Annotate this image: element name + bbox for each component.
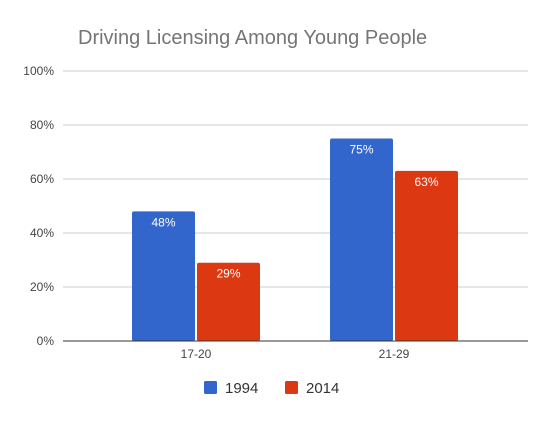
- legend[interactable]: 1994 2014: [204, 380, 339, 397]
- y-tick-label: 0%: [37, 334, 55, 348]
- data-label: 75%: [349, 143, 373, 157]
- chart-title: Driving Licensing Among Young People: [78, 27, 427, 49]
- y-tick-label: 80%: [30, 118, 54, 132]
- legend-label: 1994: [225, 380, 258, 397]
- data-label: 63%: [414, 175, 438, 189]
- data-label: 29%: [216, 267, 240, 281]
- y-tick-label: 100%: [23, 64, 54, 78]
- legend-item-1994[interactable]: 1994: [204, 380, 258, 397]
- y-tick-label: 40%: [30, 226, 54, 240]
- y-axis-ticks: 0% 20% 40% 60% 80% 100%: [23, 64, 54, 348]
- bar-2014-17-20[interactable]: [197, 262, 260, 341]
- bar-1994-21-29[interactable]: [330, 138, 393, 342]
- data-labels: 48% 29% 75% 63%: [151, 143, 438, 281]
- bar-1994-17-20[interactable]: [132, 211, 195, 341]
- y-tick-label: 20%: [30, 280, 54, 294]
- data-label: 48%: [151, 215, 175, 229]
- x-category-label: 21-29: [379, 347, 410, 361]
- bar-2014-21-29[interactable]: [395, 170, 458, 341]
- legend-label: 2014: [306, 380, 339, 397]
- y-tick-label: 60%: [30, 172, 54, 186]
- legend-swatch: [285, 381, 298, 394]
- bars: [132, 138, 458, 342]
- legend-item-2014[interactable]: 2014: [285, 380, 339, 397]
- legend-swatch: [204, 381, 217, 394]
- x-axis-categories: 17-20 21-29: [181, 347, 410, 361]
- x-category-label: 17-20: [181, 347, 212, 361]
